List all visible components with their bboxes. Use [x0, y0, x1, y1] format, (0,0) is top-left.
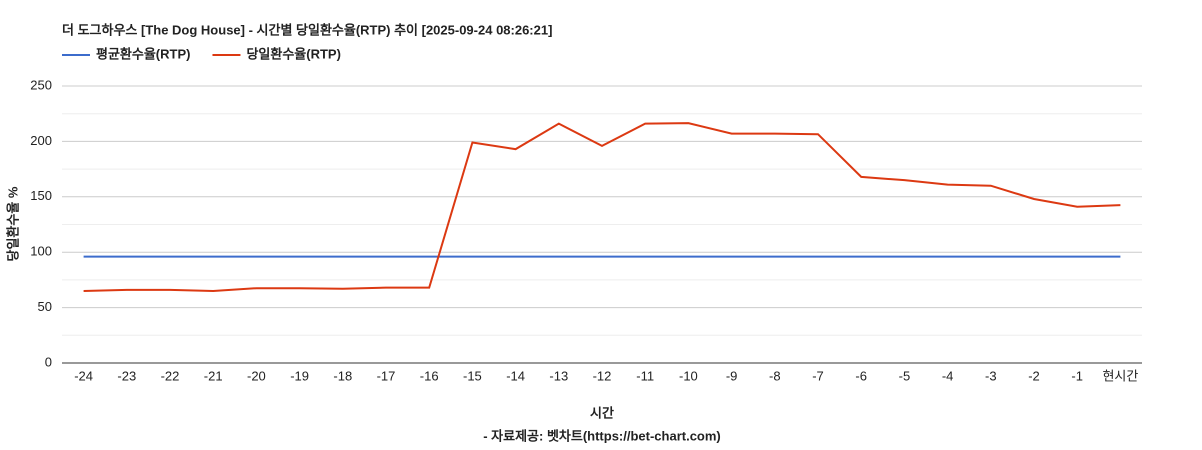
x-axis-label: 시간: [590, 405, 614, 420]
x-tick-label: -11: [636, 368, 654, 383]
x-tick-label: -21: [204, 368, 223, 383]
x-tick-label: -24: [74, 368, 93, 383]
x-tick-label: -9: [726, 368, 738, 383]
y-tick-label: 250: [30, 77, 52, 92]
legend-label: 당일환수율(RTP): [246, 46, 340, 61]
chart-title: 더 도그하우스 [The Dog House] - 시간별 당일환수율(RTP)…: [62, 22, 552, 37]
x-tick-label: -15: [463, 368, 482, 383]
x-tick-label: -13: [549, 368, 568, 383]
x-tick-label: -23: [117, 368, 136, 383]
x-tick-label: -18: [333, 368, 352, 383]
x-tick-label: -10: [679, 368, 698, 383]
x-tick-label: -14: [506, 368, 525, 383]
x-tick-label: -7: [812, 368, 824, 383]
y-axis-label: 당일환수율 %: [5, 186, 20, 261]
x-tick-label: -1: [1071, 368, 1083, 383]
x-tick-label: -20: [247, 368, 266, 383]
legend-label: 평균환수율(RTP): [96, 46, 190, 61]
x-tick-label: -4: [942, 368, 954, 383]
x-tick-label: -2: [1028, 368, 1040, 383]
series-line: [83, 122, 1121, 292]
x-tick-label: -6: [855, 368, 867, 383]
x-tick-label: 현시간: [1102, 368, 1138, 383]
x-tick-label: -22: [161, 368, 180, 383]
x-tick-label: -16: [420, 368, 439, 383]
y-tick-label: 150: [30, 188, 52, 203]
x-tick-label: -17: [377, 368, 396, 383]
y-tick-label: 200: [30, 133, 52, 148]
x-tick-label: -12: [593, 368, 612, 383]
y-tick-label: 0: [45, 354, 52, 369]
x-tick-label: -5: [899, 368, 911, 383]
source-note: - 자료제공: 벳차트(https://bet-chart.com): [483, 428, 721, 443]
x-tick-label: -19: [290, 368, 309, 383]
x-tick-label: -3: [985, 368, 997, 383]
y-tick-label: 100: [30, 244, 52, 259]
y-tick-label: 50: [38, 299, 52, 314]
x-tick-label: -8: [769, 368, 781, 383]
